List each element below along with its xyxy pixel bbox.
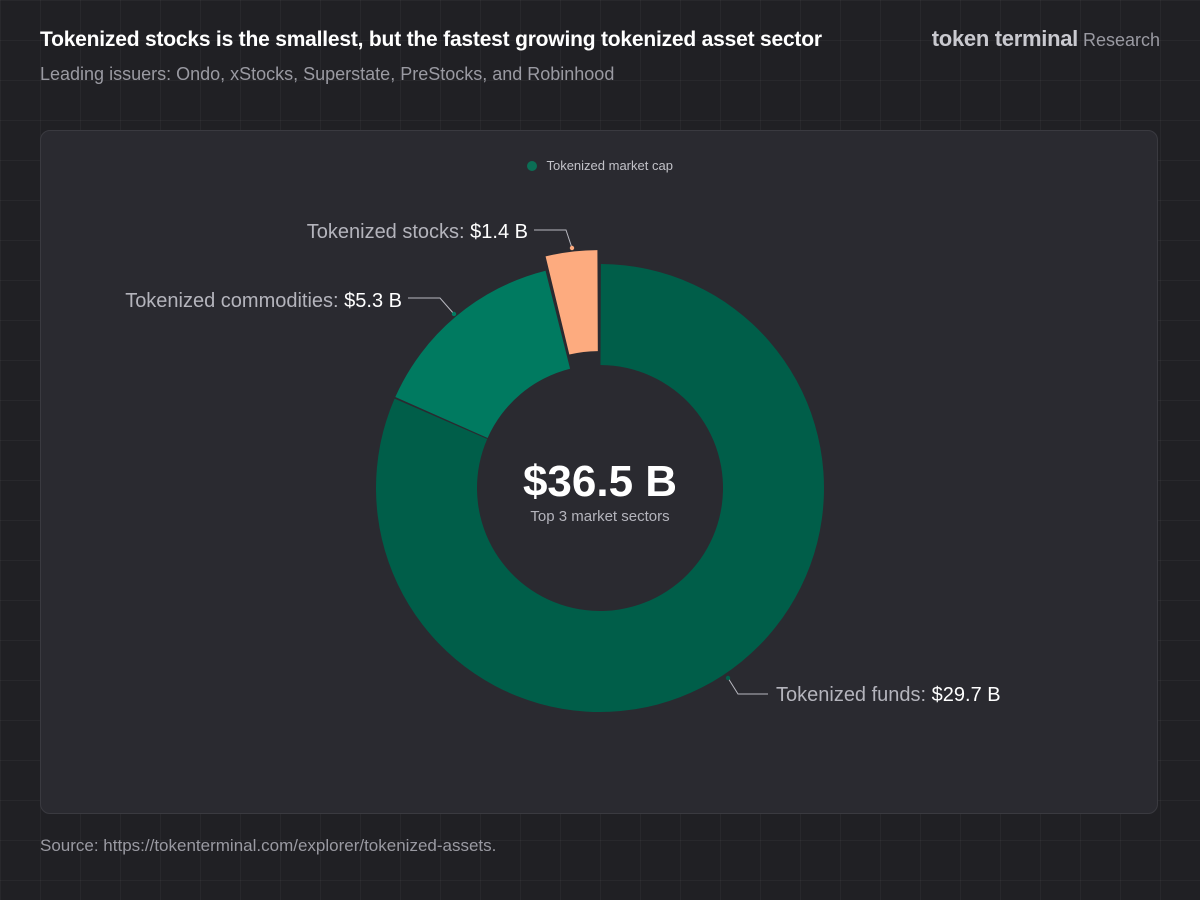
- slice-label: Tokenized stocks: $1.4 B: [307, 221, 528, 243]
- chart-subtitle: Leading issuers: Ondo, xStocks, Supersta…: [40, 64, 615, 84]
- chart-title: Tokenized stocks is the smallest, but th…: [40, 28, 822, 51]
- leader-dot: [725, 675, 731, 681]
- slice-label: Tokenized funds: $29.7 B: [776, 684, 1001, 706]
- donut-slice-tokenized-commodities: [395, 270, 571, 439]
- brand-sub: Research: [1082, 30, 1160, 50]
- leader-line: [408, 297, 455, 315]
- slice-label-name: Tokenized commodities:: [125, 290, 344, 312]
- slice-label-name: Tokenized funds:: [776, 684, 932, 706]
- slice-label-value: $29.7 B: [932, 684, 1001, 706]
- leader-dot: [569, 245, 575, 251]
- source-note: Source: https://tokenterminal.com/explor…: [40, 836, 497, 855]
- donut-slice-tokenized-stocks: [545, 250, 598, 355]
- slice-label-value: $5.3 B: [344, 290, 402, 312]
- legend-dot-icon: [527, 161, 538, 171]
- brand-logo: token terminal Research: [932, 26, 1160, 52]
- chart-legend: Tokenized market cap: [0, 158, 1200, 173]
- slice-label-name: Tokenized stocks:: [307, 221, 470, 243]
- slice-label-value: $1.4 B: [470, 221, 528, 243]
- brand-name: token terminal: [931, 26, 1078, 51]
- center-label: Top 3 market sectors: [530, 508, 669, 525]
- legend-label: Tokenized market cap: [546, 158, 673, 173]
- donut-slice-tokenized-funds: [376, 264, 825, 713]
- leader-line: [727, 677, 768, 695]
- leader-line: [534, 229, 573, 249]
- center-value: $36.5 B: [523, 457, 677, 506]
- slice-label: Tokenized commodities: $5.3 B: [125, 290, 402, 312]
- leader-dot: [451, 311, 457, 317]
